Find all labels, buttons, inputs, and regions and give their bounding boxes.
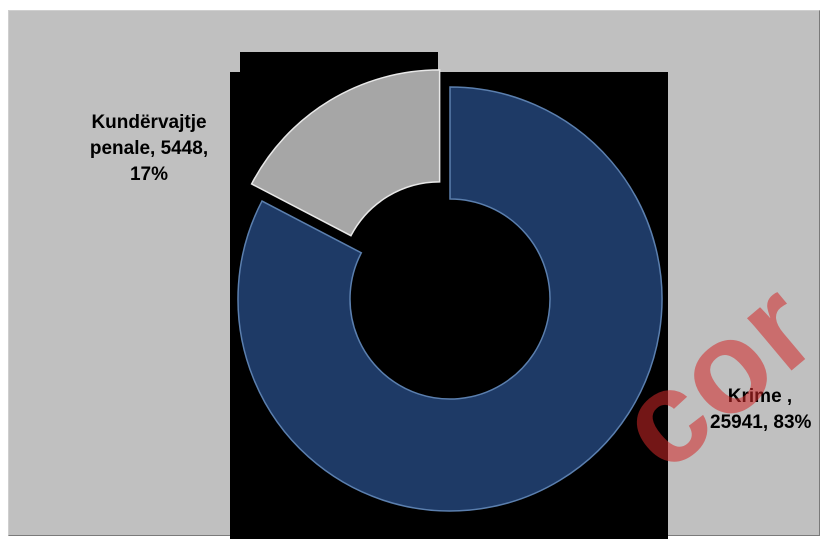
data-label-kundervajtje: Kundërvajtje penale, 5448, 17%: [64, 110, 234, 188]
data-label-krime-line1: Krime ,: [727, 386, 793, 407]
data-label-krime: Krime , 25941, 83%: [710, 384, 812, 436]
data-label-kundervajtje-line2: penale, 5448,: [89, 138, 209, 159]
donut-slice-krime: [237, 86, 663, 512]
data-label-kundervajtje-line3: 17%: [129, 164, 169, 185]
data-label-krime-line2: 25941, 83%: [710, 412, 812, 433]
donut-slice-kundervajtje: [250, 69, 441, 237]
data-label-kundervajtje-line1: Kundërvajtje: [91, 112, 207, 133]
